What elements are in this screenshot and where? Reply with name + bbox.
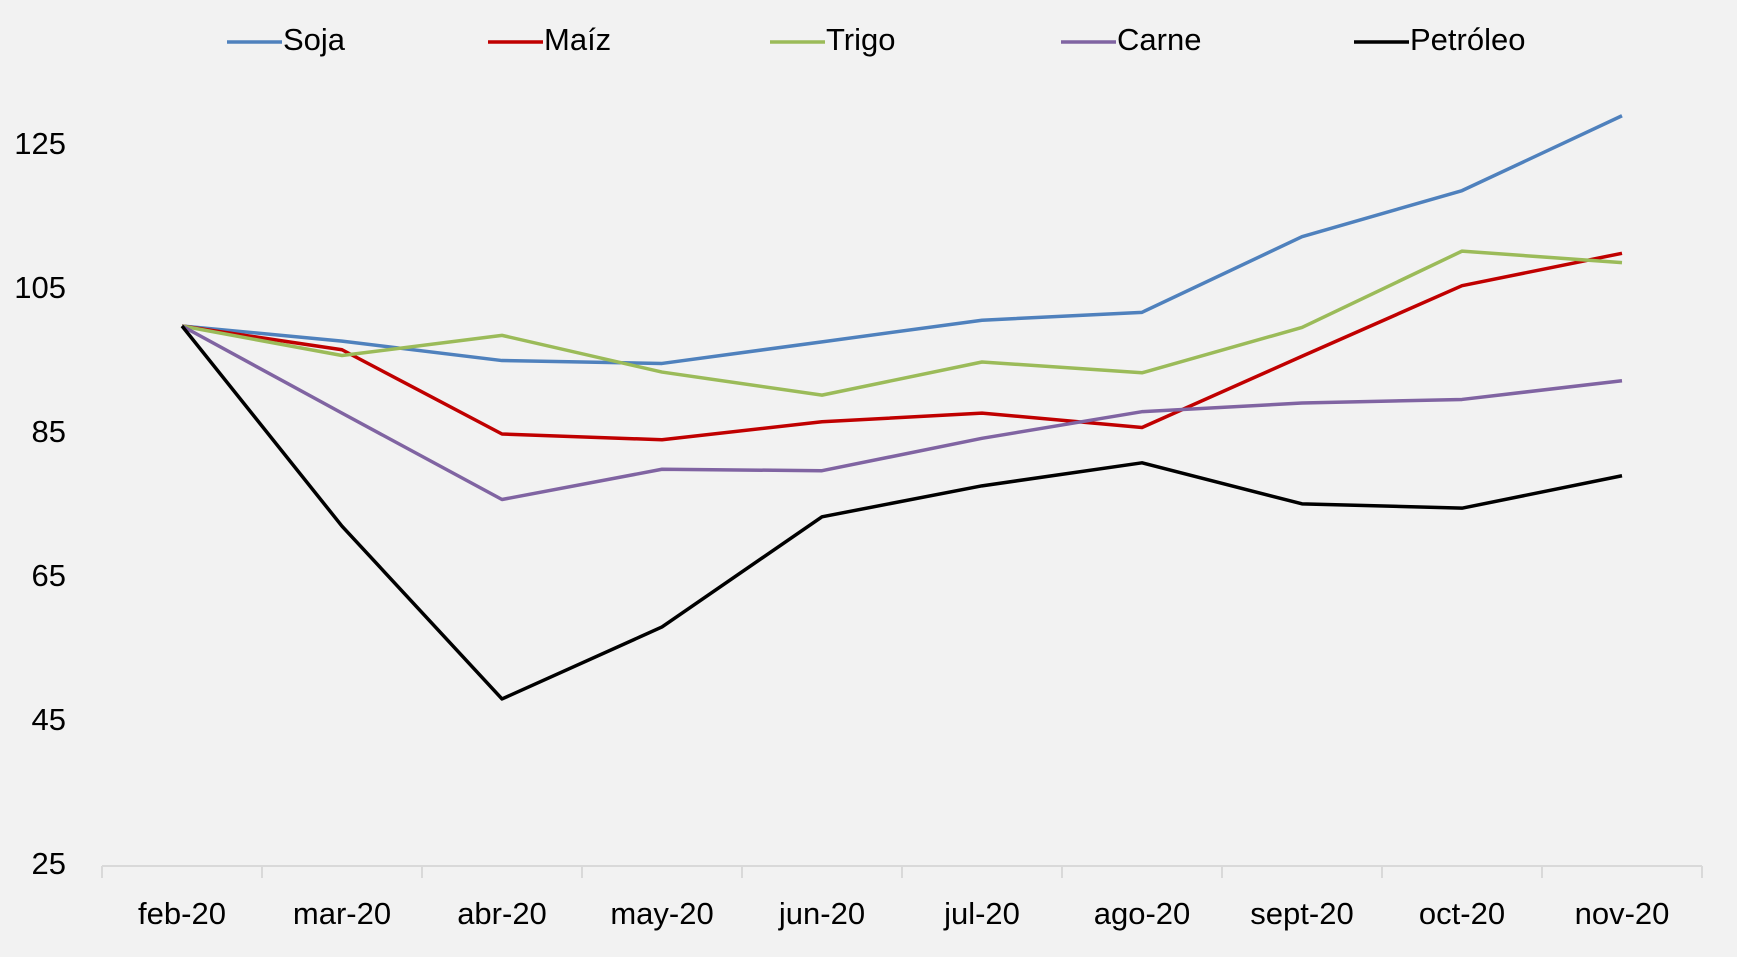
series-line (180, 324, 1623, 701)
x-tick-label: may-20 (610, 896, 713, 931)
y-tick-label: 85 (32, 414, 66, 449)
x-tick-label: nov-20 (1575, 896, 1670, 931)
y-tick-label: 125 (14, 126, 66, 161)
x-tick-label: oct-20 (1419, 896, 1505, 931)
x-tick-label: feb-20 (138, 896, 226, 931)
series-line (181, 324, 1623, 502)
series-line (181, 114, 1623, 366)
y-tick-label: 65 (32, 558, 66, 593)
y-tick-label: 45 (32, 702, 66, 737)
x-tick-label: abr-20 (457, 896, 547, 931)
legend-label: Trigo (826, 22, 895, 57)
x-tick-label: sept-20 (1250, 896, 1353, 931)
legend-label: Petróleo (1410, 22, 1525, 57)
legend-label: Soja (283, 22, 346, 57)
series-line (181, 251, 1623, 442)
y-tick-label: 105 (14, 270, 66, 305)
x-tick-label: ago-20 (1094, 896, 1191, 931)
x-tick-label: jul-20 (943, 896, 1020, 931)
x-tick-label: mar-20 (293, 896, 391, 931)
legend-label: Maíz (544, 22, 611, 57)
y-tick-label: 25 (32, 846, 66, 881)
series-line (181, 249, 1623, 397)
legend-label: Carne (1117, 22, 1201, 57)
x-tick-label: jun-20 (778, 896, 865, 931)
